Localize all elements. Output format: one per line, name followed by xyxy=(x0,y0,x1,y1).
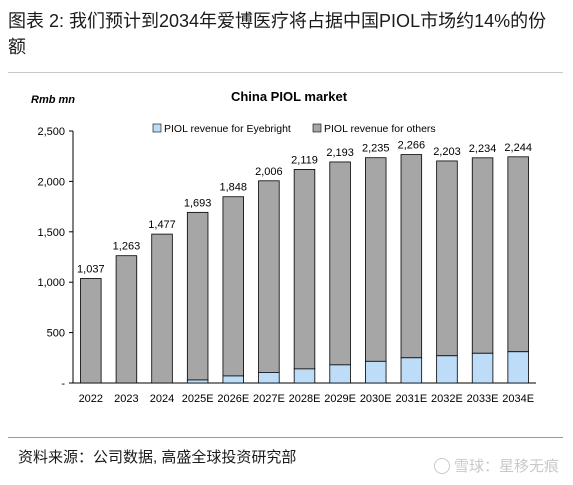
x-tick-label: 2033E xyxy=(467,393,499,405)
data-label-total: 1,263 xyxy=(113,241,141,253)
data-label-total: 1,037 xyxy=(77,263,105,275)
bar-others xyxy=(329,161,351,366)
bar-others xyxy=(258,180,280,373)
bar-eyebright xyxy=(400,357,423,384)
figure-caption: 图表 2: 我们预计到2034年爱博医疗将占据中国PIOL市场约14%的份额 xyxy=(8,11,547,57)
bar-others xyxy=(365,157,387,362)
bar-eyebright xyxy=(365,360,387,384)
bar-others xyxy=(293,169,316,370)
legend-eyebright-swatch xyxy=(152,123,162,133)
x-tick-label: 2022 xyxy=(79,393,103,405)
snowball-logo-icon xyxy=(433,457,450,474)
data-label-total: 1,693 xyxy=(184,197,212,209)
bar-eyebright xyxy=(329,364,351,384)
bar-eyebright xyxy=(186,379,209,384)
chart-title: China PIOL market xyxy=(231,89,348,104)
x-tick-label: 2032E xyxy=(431,393,463,405)
x-tick-label: 2024 xyxy=(150,393,174,405)
bottom-divider xyxy=(8,437,563,438)
source-note: 资料来源：公司数据, 高盛全球投资研究部 xyxy=(18,449,297,466)
y-axis-label: Rmb mn xyxy=(31,94,75,106)
bar-others xyxy=(151,233,173,384)
bar-others xyxy=(507,156,529,353)
x-tick-label: 2028E xyxy=(289,393,321,405)
data-label-total: 2,235 xyxy=(362,143,390,155)
bar-others xyxy=(80,278,102,384)
bar-others xyxy=(186,211,209,381)
bar-others xyxy=(400,154,423,359)
x-tick-label: 2025E xyxy=(182,393,214,405)
watermark: 雪球：星移无痕 xyxy=(433,455,559,476)
x-tick-label: 2026E xyxy=(217,393,249,405)
legend-others-swatch xyxy=(312,123,322,133)
data-label-total: 2,203 xyxy=(433,146,461,158)
legend-eyebright-label: PIOL revenue for Eyebright xyxy=(164,123,291,135)
bar-others xyxy=(222,196,244,377)
y-tick-label: 1,500 xyxy=(37,227,65,239)
y-tick-label: 2,000 xyxy=(37,176,65,188)
data-label-total: 1,848 xyxy=(220,182,248,194)
top-divider xyxy=(8,72,563,73)
data-label-total: 2,119 xyxy=(291,154,318,166)
x-tick-label: 2034E xyxy=(502,393,534,405)
bar-eyebright xyxy=(471,352,494,384)
bar-eyebright xyxy=(507,351,529,384)
y-tick-label: 1,000 xyxy=(37,277,65,289)
data-label-total: 2,193 xyxy=(326,147,354,159)
bar-others xyxy=(471,157,494,354)
y-tick-label: 500 xyxy=(47,328,65,340)
data-label-total: 2,244 xyxy=(504,142,532,154)
legend-others-label: PIOL revenue for others xyxy=(324,123,436,135)
data-label-total: 1,477 xyxy=(148,219,176,231)
watermark-text: 雪球：星移无痕 xyxy=(453,458,559,475)
bar-others xyxy=(115,255,138,384)
data-label-total: 2,234 xyxy=(469,143,497,155)
x-tick-label: 2030E xyxy=(360,393,392,405)
data-label-total: 2,006 xyxy=(255,166,283,178)
bar-eyebright xyxy=(222,375,244,384)
y-tick-label: 2,500 xyxy=(37,126,65,138)
data-label-total: 2,266 xyxy=(398,140,426,152)
bar-eyebright xyxy=(436,355,458,384)
bar-eyebright xyxy=(293,368,316,384)
y-tick-label: - xyxy=(61,378,65,390)
bar-others xyxy=(436,160,458,357)
x-tick-label: 2027E xyxy=(253,393,285,405)
bar-eyebright xyxy=(258,372,280,384)
x-tick-label: 2029E xyxy=(324,393,356,405)
x-tick-label: 2023 xyxy=(114,393,138,405)
x-tick-label: 2031E xyxy=(395,393,427,405)
